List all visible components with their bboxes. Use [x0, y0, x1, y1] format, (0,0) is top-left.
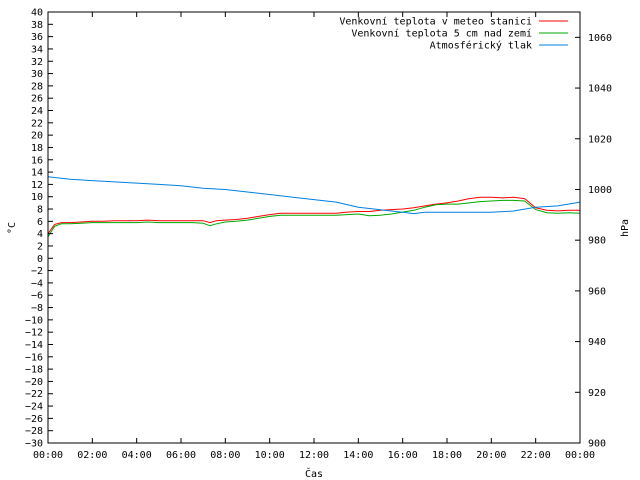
x-tick-label: 08:00 [210, 450, 240, 461]
y-tick-label: 22 [31, 118, 43, 129]
y-tick-label: 30 [31, 69, 43, 80]
x-tick-label: 02:00 [77, 450, 107, 461]
y-tick-label: −22 [25, 389, 43, 400]
y-tick-label: 40 [31, 8, 43, 19]
y-tick-label: −10 [25, 315, 43, 326]
y-tick-label: 32 [31, 57, 43, 68]
y-tick-label: 10 [31, 192, 43, 203]
x-tick-label: 00:00 [565, 450, 595, 461]
y-tick-label: −6 [31, 291, 43, 302]
y2-tick-label: 1020 [588, 134, 612, 145]
y-tick-label: −30 [25, 439, 43, 450]
legend-label-3: Atmosférický tlak [430, 40, 532, 52]
y-tick-label: 14 [31, 168, 43, 179]
y-tick-label: 20 [31, 131, 43, 142]
y2-tick-label: 900 [588, 439, 606, 450]
y2-tick-label: 1000 [588, 185, 612, 196]
x-tick-label: 18:00 [432, 450, 462, 461]
y2-tick-label: 960 [588, 286, 606, 297]
y-tick-label: −20 [25, 377, 43, 388]
x-tick-label: 20:00 [476, 450, 506, 461]
y2-tick-label: 1040 [588, 84, 612, 95]
y-tick-label: −14 [25, 340, 43, 351]
y-tick-label: −4 [31, 278, 43, 289]
y-tick-label: −12 [25, 328, 43, 339]
y-tick-label: 4 [37, 229, 43, 240]
y2-axis-title: hPa [620, 219, 631, 237]
series-line-2 [47, 199, 581, 237]
x-tick-label: 12:00 [299, 450, 329, 461]
y-axis-title: °C [7, 222, 18, 234]
y-tick-label: 8 [37, 205, 43, 216]
y-tick-label: −26 [25, 414, 43, 425]
x-tick-label: 10:00 [255, 450, 285, 461]
y-tick-label: 26 [31, 94, 43, 105]
x-tick-label: 14:00 [343, 450, 373, 461]
x-tick-label: 22:00 [521, 450, 551, 461]
y2-tick-label: 940 [588, 337, 606, 348]
y-tick-label: 38 [31, 20, 43, 31]
x-tick-label: 16:00 [388, 450, 418, 461]
y-tick-label: −18 [25, 365, 43, 376]
y-tick-label: −8 [31, 303, 43, 314]
y-tick-label: 18 [31, 143, 43, 154]
y-tick-label: 24 [31, 106, 43, 117]
y-tick-label: 16 [31, 155, 43, 166]
y2-tick-label: 980 [588, 236, 606, 247]
y-tick-label: −2 [31, 266, 43, 277]
y-tick-label: 28 [31, 81, 43, 92]
x-tick-label: 06:00 [166, 450, 196, 461]
y-tick-label: −16 [25, 352, 43, 363]
y-tick-label: 12 [31, 180, 43, 191]
y-tick-label: 36 [31, 32, 43, 43]
y2-tick-label: 920 [588, 388, 606, 399]
y-tick-label: 6 [37, 217, 43, 228]
x-axis-title: Čas [305, 467, 323, 480]
x-tick-label: 04:00 [122, 450, 152, 461]
y-tick-label: −24 [25, 402, 43, 413]
series-line-1 [47, 196, 580, 234]
y-tick-label: 0 [37, 254, 43, 265]
legend-label-1: Venkovní teplota v meteo stanici [339, 16, 532, 28]
legend: Venkovní teplota v meteo staniciVenkovní… [339, 16, 568, 52]
y2-tick-label: 1060 [588, 33, 612, 44]
y-tick-label: 2 [37, 241, 43, 252]
y-tick-label: −28 [25, 426, 43, 437]
x-tick-label: 00:00 [33, 450, 63, 461]
y-tick-label: 34 [31, 44, 43, 55]
legend-label-2: Venkovní teplota 5 cm nad zemí [351, 28, 532, 40]
series-line-3 [47, 176, 581, 215]
